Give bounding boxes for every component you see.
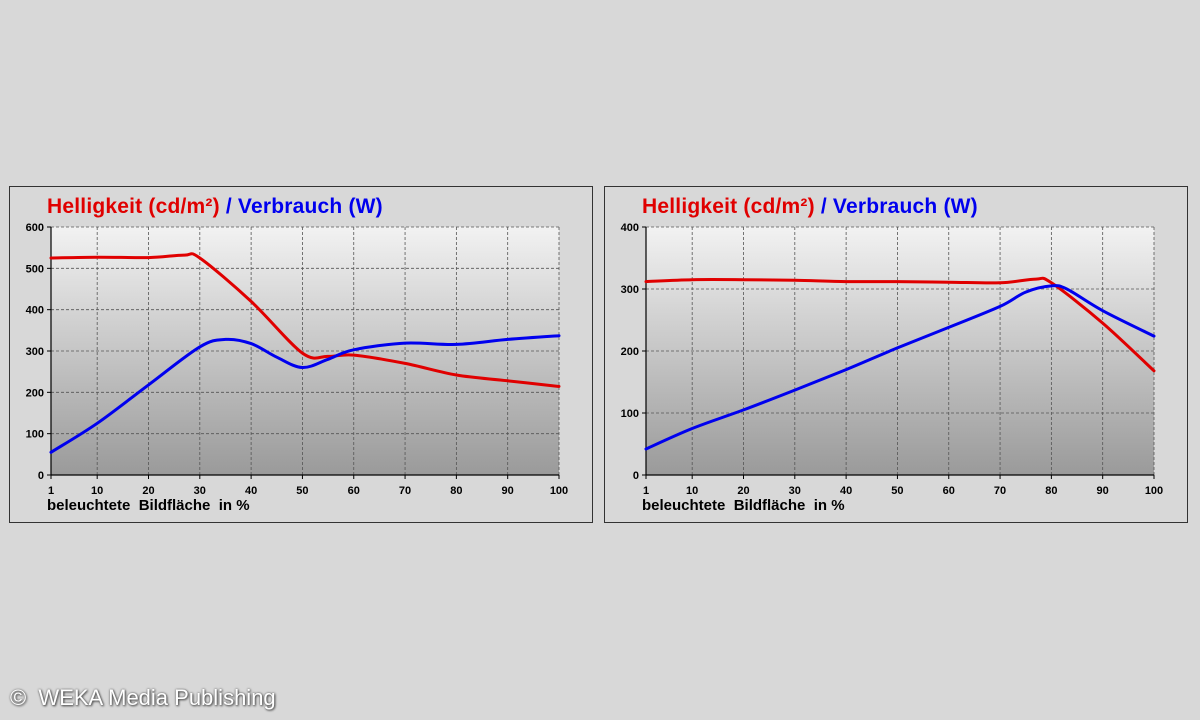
title-separator: / xyxy=(219,195,238,218)
x-tick-label: 90 xyxy=(1097,485,1109,497)
chart-plot-right: 0 100 200 300 400 1 10 20 30 40 50 60 70 80 90 100 xyxy=(621,222,1164,497)
y-tick-label: 400 xyxy=(621,222,639,234)
y-tick-label: 0 xyxy=(633,470,639,482)
x-axis-label: beleuchtete Bildfläche in % xyxy=(642,497,845,514)
plot-background xyxy=(646,227,1154,475)
x-tick-label: 40 xyxy=(245,485,257,497)
copyright-notice: © WEKA Media Publishing xyxy=(10,685,276,710)
x-tick-label: 1 xyxy=(48,485,54,497)
title-brightness: Helligkeit (cd/m²) xyxy=(47,195,220,218)
x-tick-label: 20 xyxy=(142,485,154,497)
chart-panel-right: Helligkeit (cd/m²) / Verbrauch (W) 0 100 2… xyxy=(604,186,1188,523)
chart-title: Helligkeit (cd/m²) / Verbrauch (W) xyxy=(47,195,383,219)
y-tick-label: 200 xyxy=(26,387,44,399)
x-tick-label: 80 xyxy=(450,485,462,497)
x-tick-label: 10 xyxy=(91,485,103,497)
y-tick-label: 400 xyxy=(26,305,44,317)
x-tick-label: 20 xyxy=(737,485,749,497)
y-tick-label: 300 xyxy=(26,346,44,358)
title-consumption: Verbrauch (W) xyxy=(832,195,978,218)
y-tick-label: 0 xyxy=(38,470,44,482)
x-tick-label: 90 xyxy=(502,485,514,497)
title-brightness: Helligkeit (cd/m²) xyxy=(642,195,815,218)
x-tick-label: 10 xyxy=(686,485,698,497)
x-tick-label: 100 xyxy=(1145,485,1163,497)
x-tick-label: 50 xyxy=(296,485,308,497)
x-tick-label: 60 xyxy=(348,485,360,497)
series-line-brightness xyxy=(644,276,1156,373)
x-tick-label: 60 xyxy=(943,485,955,497)
y-tick-label: 500 xyxy=(26,263,44,275)
chart-title: Helligkeit (cd/m²) / Verbrauch (W) xyxy=(642,195,978,219)
y-tick-label: 600 xyxy=(26,222,44,234)
x-tick-label: 30 xyxy=(789,485,801,497)
chart-plot-left: 0 100 200 300 400 500 600 1 10 20 30 40 50 60 70 80 90 10… xyxy=(26,222,569,497)
x-tick-label: 80 xyxy=(1045,485,1057,497)
x-tick-label: 1 xyxy=(643,485,649,497)
chart-panel-left: Helligkeit (cd/m²) / Verbrauch (W) 0 100 2… xyxy=(9,186,593,523)
series-line-brightness xyxy=(49,252,561,388)
y-tick-label: 200 xyxy=(621,346,639,358)
y-tick-label: 100 xyxy=(26,429,44,441)
x-tick-label: 100 xyxy=(550,485,568,497)
x-tick-label: 50 xyxy=(891,485,903,497)
title-separator: / xyxy=(814,195,833,218)
series-line-consumption xyxy=(644,284,1156,451)
x-tick-label: 70 xyxy=(994,485,1006,497)
x-tick-label: 70 xyxy=(399,485,411,497)
series-line-consumption xyxy=(49,334,561,454)
x-tick-label: 40 xyxy=(840,485,852,497)
title-consumption: Verbrauch (W) xyxy=(237,195,383,218)
plot-background xyxy=(51,227,559,475)
x-axis-label: beleuchtete Bildfläche in % xyxy=(47,497,250,514)
y-tick-label: 300 xyxy=(621,284,639,296)
y-tick-label: 100 xyxy=(621,408,639,420)
x-tick-label: 30 xyxy=(194,485,206,497)
